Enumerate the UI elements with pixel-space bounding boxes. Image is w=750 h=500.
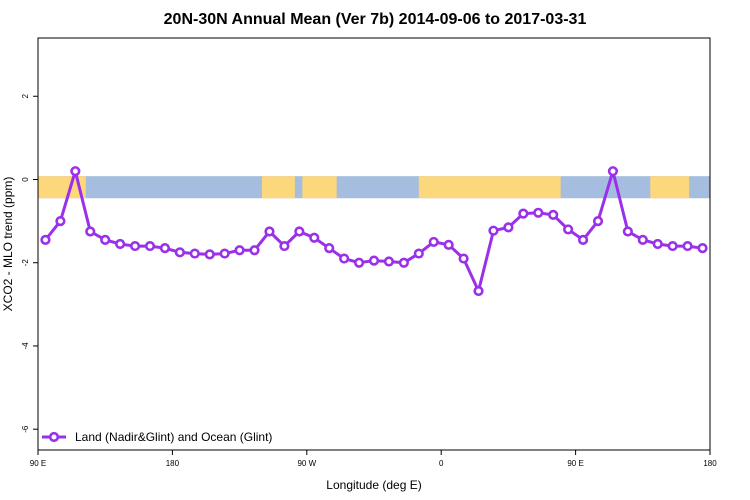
land-segment	[418, 176, 561, 199]
data-point	[55, 216, 66, 227]
data-point	[428, 236, 439, 248]
data-point	[204, 249, 215, 260]
data-point	[488, 225, 499, 236]
y-tick-label: -6	[21, 425, 30, 433]
x-axis: 90 E 180 90 W 0 90 E 180	[30, 450, 717, 468]
y-tick-label: -4	[21, 342, 30, 350]
land-segment	[302, 176, 337, 199]
data-point	[607, 166, 619, 177]
data-point	[85, 226, 96, 237]
chart-title: 20N-30N Annual Mean (Ver 7b) 2014-09-06 …	[164, 11, 587, 28]
data-point	[667, 240, 678, 252]
data-point	[592, 216, 604, 227]
x-tick-label: 90 E	[30, 459, 46, 468]
data-point	[100, 234, 111, 245]
data-point	[219, 248, 230, 259]
background-band	[38, 176, 710, 199]
x-axis-label: Longitude (deg E)	[326, 478, 421, 492]
data-point	[563, 224, 574, 235]
data-point	[443, 239, 454, 250]
data-point	[652, 238, 663, 250]
x-tick-label: 180	[703, 459, 717, 468]
land-segment	[38, 176, 86, 199]
y-tick-label: 0	[21, 177, 30, 182]
x-tick-label: 90 E	[567, 459, 583, 468]
data-point	[144, 240, 156, 252]
data-point	[40, 234, 51, 245]
data-point	[413, 248, 424, 259]
data-point	[279, 240, 290, 252]
data-point	[548, 209, 559, 220]
data-point	[682, 240, 693, 252]
legend-marker	[48, 431, 60, 443]
data-point	[115, 238, 126, 250]
data-point	[264, 226, 275, 237]
data-point	[249, 245, 260, 256]
data-point	[159, 243, 171, 254]
y-axis: 2 0 -2 -4 -6	[21, 93, 38, 433]
land-segment	[650, 176, 690, 199]
data-point	[533, 207, 544, 218]
data-point	[174, 247, 185, 258]
data-point	[383, 256, 395, 267]
series-layer	[40, 166, 708, 297]
x-tick-label: 180	[166, 459, 180, 468]
x-tick-label: 90 W	[297, 459, 316, 468]
data-point	[234, 245, 245, 256]
data-point	[189, 248, 200, 259]
data-point	[339, 253, 350, 264]
data-point	[70, 166, 81, 177]
land-segment	[262, 176, 295, 199]
x-tick-label: 0	[439, 459, 444, 468]
data-point	[697, 243, 708, 254]
data-point	[398, 257, 409, 268]
data-point	[637, 234, 648, 245]
y-axis-label: XCO2 - MLO trend (ppm)	[1, 177, 15, 312]
data-point	[324, 243, 335, 254]
data-point	[129, 240, 141, 252]
legend: Land (Nadir&Glint) and Ocean (Glint)	[42, 430, 272, 444]
data-point	[368, 255, 380, 266]
legend-entry: Land (Nadir&Glint) and Ocean (Glint)	[75, 430, 272, 444]
data-point	[294, 226, 305, 237]
data-point	[577, 234, 589, 245]
data-point	[518, 208, 529, 219]
data-point	[353, 257, 365, 268]
data-point	[309, 232, 320, 243]
y-tick-label: -2	[21, 259, 30, 267]
data-point	[473, 285, 484, 297]
data-point	[458, 253, 469, 264]
data-point	[503, 222, 514, 233]
plot-frame	[37, 37, 711, 451]
data-point	[622, 226, 633, 237]
y-tick-label: 2	[21, 93, 30, 98]
